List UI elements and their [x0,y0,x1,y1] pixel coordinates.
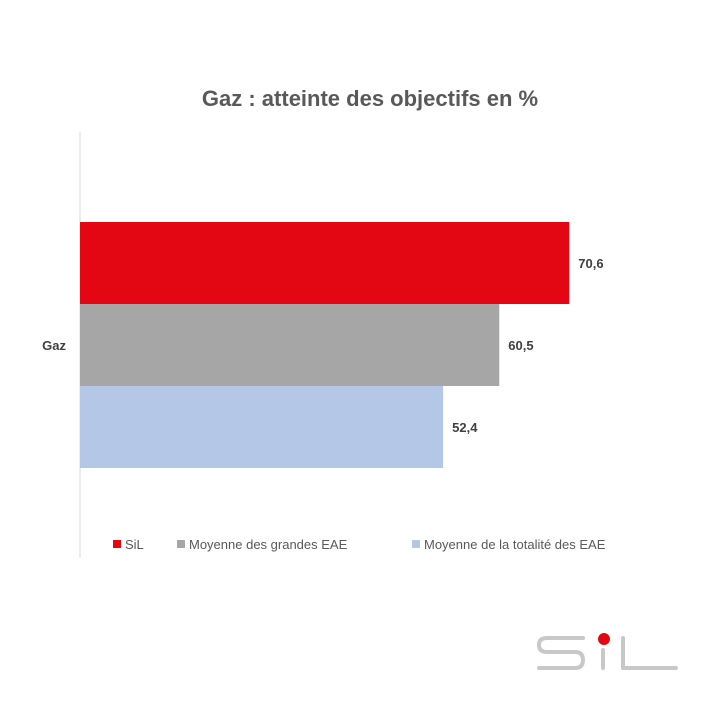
bar-series-1 [80,304,500,386]
data-labels: 70,6 60,5 52,4 [452,256,603,435]
chart-title: Gaz : atteinte des objectifs en % [202,86,538,111]
category-label-0: Gaz [42,338,66,353]
legend-swatch-0 [113,540,121,548]
legend-swatch-1 [177,540,185,548]
bar-series-0 [80,222,570,304]
legend-swatch-2 [412,540,420,548]
legend-label-1: Moyenne des grandes EAE [189,537,348,552]
bar-series-2 [80,386,444,468]
legend-label-2: Moyenne de la totalité des EAE [424,537,606,552]
bars [80,222,570,468]
legend-label-0: SiL [125,537,144,552]
sil-logo-icon [537,633,678,670]
logo-dot [598,633,610,645]
data-label-series-1: 60,5 [508,338,533,353]
category-labels: Gaz [42,338,66,353]
data-label-series-0: 70,6 [578,256,603,271]
data-label-series-2: 52,4 [452,420,478,435]
legend: SiL Moyenne des grandes EAE Moyenne de la … [113,537,606,552]
